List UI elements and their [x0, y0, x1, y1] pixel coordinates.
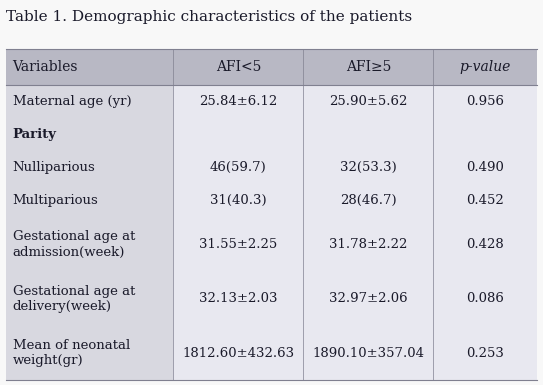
- Bar: [6, 217, 173, 271]
- Bar: [6, 85, 173, 118]
- Text: Gestational age at
delivery(week): Gestational age at delivery(week): [12, 285, 135, 313]
- Text: 32(53.3): 32(53.3): [340, 161, 397, 174]
- Text: AFI≥5: AFI≥5: [346, 60, 391, 74]
- Text: 28(46.7): 28(46.7): [340, 194, 397, 207]
- Text: 1890.10±357.04: 1890.10±357.04: [312, 347, 425, 360]
- Text: 32.97±2.06: 32.97±2.06: [329, 292, 408, 305]
- Text: Maternal age (yr): Maternal age (yr): [12, 95, 131, 108]
- Bar: [173, 151, 537, 184]
- Text: 31(40.3): 31(40.3): [210, 194, 267, 207]
- Text: 0.086: 0.086: [466, 292, 504, 305]
- Text: AFI<5: AFI<5: [216, 60, 261, 74]
- Text: 25.90±5.62: 25.90±5.62: [329, 95, 408, 108]
- Text: 25.84±6.12: 25.84±6.12: [199, 95, 277, 108]
- Text: p-value: p-value: [459, 60, 511, 74]
- Text: 0.452: 0.452: [466, 194, 504, 207]
- Text: Mean of neonatal
weight(gr): Mean of neonatal weight(gr): [12, 339, 130, 367]
- Text: Gestational age at
admission(week): Gestational age at admission(week): [12, 230, 135, 258]
- Text: 32.13±2.03: 32.13±2.03: [199, 292, 277, 305]
- Text: Nulliparious: Nulliparious: [12, 161, 96, 174]
- Bar: [173, 118, 537, 151]
- Text: Table 1. Demographic characteristics of the patients: Table 1. Demographic characteristics of …: [6, 10, 412, 24]
- Text: 31.78±2.22: 31.78±2.22: [329, 238, 408, 251]
- Text: Multiparious: Multiparious: [12, 194, 98, 207]
- Bar: [173, 217, 537, 271]
- Bar: [173, 184, 537, 217]
- Text: 0.253: 0.253: [466, 347, 504, 360]
- Bar: [6, 271, 173, 326]
- Bar: [6, 326, 173, 380]
- Text: Variables: Variables: [12, 60, 78, 74]
- Bar: [6, 151, 173, 184]
- Text: 46(59.7): 46(59.7): [210, 161, 267, 174]
- Text: 0.428: 0.428: [466, 238, 504, 251]
- Bar: [6, 118, 173, 151]
- Bar: [6, 184, 173, 217]
- Text: 0.956: 0.956: [466, 95, 504, 108]
- Text: 1812.60±432.63: 1812.60±432.63: [182, 347, 294, 360]
- Text: 31.55±2.25: 31.55±2.25: [199, 238, 277, 251]
- Bar: [173, 326, 537, 380]
- Bar: [173, 271, 537, 326]
- Bar: [173, 85, 537, 118]
- Text: 0.490: 0.490: [466, 161, 504, 174]
- Text: Parity: Parity: [12, 128, 56, 141]
- Bar: [6, 49, 537, 85]
